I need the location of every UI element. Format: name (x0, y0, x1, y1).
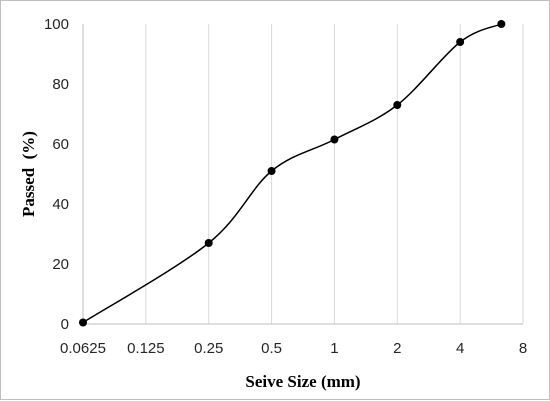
x-tick-label: 8 (519, 340, 527, 357)
y-tick-label: 60 (52, 136, 69, 153)
data-point (456, 38, 465, 46)
x-tick-label: 0.0625 (60, 340, 106, 357)
data-point (204, 239, 213, 247)
data-point (497, 20, 506, 28)
y-tick-label: 40 (52, 196, 69, 213)
x-tick-label: 4 (456, 340, 464, 357)
y-tick-label: 80 (52, 76, 69, 93)
y-axis-title: Passed (%) (19, 131, 38, 217)
grid (145, 24, 524, 324)
x-tick-label: 2 (393, 340, 401, 357)
x-tick-label: 0.5 (261, 340, 282, 357)
data-point (330, 135, 339, 144)
y-tick-label: 100 (44, 16, 69, 33)
data-point (79, 318, 87, 327)
y-tick-labels: 0 20 40 60 80 100 (44, 16, 69, 333)
data-point (393, 101, 402, 109)
x-tick-label: 0.125 (127, 340, 165, 357)
x-tick-label: 0.25 (194, 340, 223, 357)
x-tick-label: 1 (330, 340, 338, 357)
x-axis-title: Seive Size (mm) (245, 372, 360, 391)
data-point (267, 167, 276, 175)
series-line (82, 23, 502, 324)
y-tick-label: 20 (52, 256, 69, 273)
x-tick-labels: 0.0625 0.125 0.25 0.5 1 2 4 8 (60, 340, 527, 357)
y-tick-label: 0 (61, 316, 69, 333)
data-points (79, 20, 506, 327)
